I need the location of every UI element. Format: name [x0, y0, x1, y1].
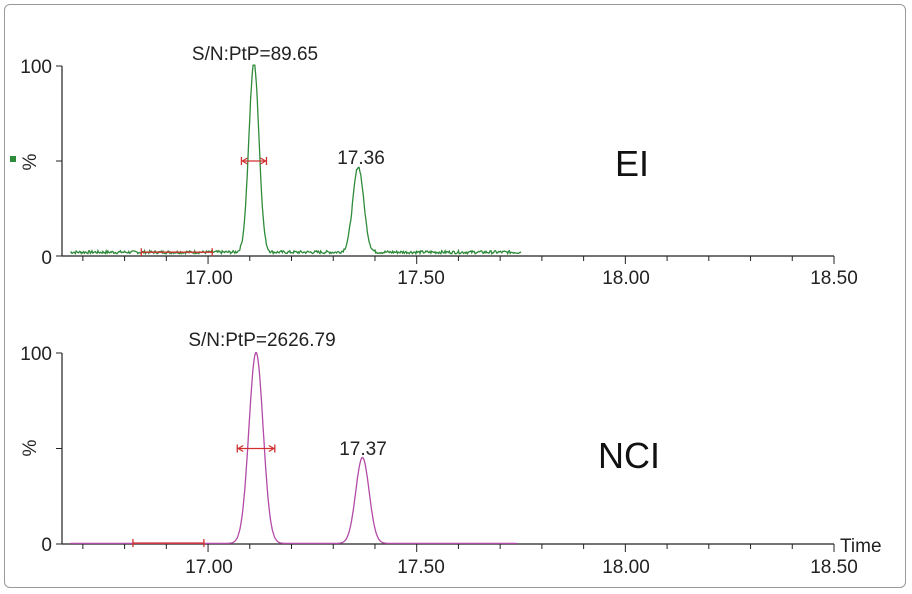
nci-ytick-0: 0	[41, 535, 52, 556]
ei-width-arrow-left	[241, 157, 248, 165]
nci-xtick-18-50: 18.50	[810, 557, 858, 578]
ei-peak-rt-annotation: 17.36	[337, 148, 385, 169]
nci-xlabel: Time	[840, 536, 882, 557]
ei-ylabel: %	[20, 153, 41, 170]
ei-ytick-100: 100	[20, 57, 52, 78]
ei-sn-annotation: S/N:PtP=89.65	[192, 44, 318, 65]
ei-trace-line	[70, 64, 522, 256]
ei-xtick-18-50: 18.50	[810, 268, 858, 289]
nci-peak-rt-annotation: 17.37	[339, 439, 387, 460]
chart-frame	[4, 4, 906, 588]
nci-xtick-17-00: 17.00	[185, 557, 233, 578]
ei-xtick-17-00: 17.00	[185, 268, 233, 289]
ei-xtick-18-00: 18.00	[602, 268, 650, 289]
nci-width-arrow-left	[237, 444, 244, 453]
nci-ytick-100: 100	[20, 344, 52, 365]
ei-xtick-17-50: 17.50	[397, 268, 445, 289]
nci-xtick-18-00: 18.00	[602, 557, 650, 578]
ei-panel-label: EI	[615, 143, 649, 184]
ei-width-arrow-right	[260, 157, 267, 165]
ei-trace-color-marker	[10, 156, 16, 162]
nci-xtick-17-50: 17.50	[397, 557, 445, 578]
nci-trace-line	[70, 352, 517, 545]
nci-panel-label: NCI	[598, 435, 660, 476]
ei-ytick-0: 0	[41, 248, 52, 269]
nci-sn-annotation: S/N:PtP=2626.79	[188, 330, 335, 351]
nci-ylabel: %	[20, 439, 41, 456]
nci-width-arrow-right	[268, 444, 275, 453]
